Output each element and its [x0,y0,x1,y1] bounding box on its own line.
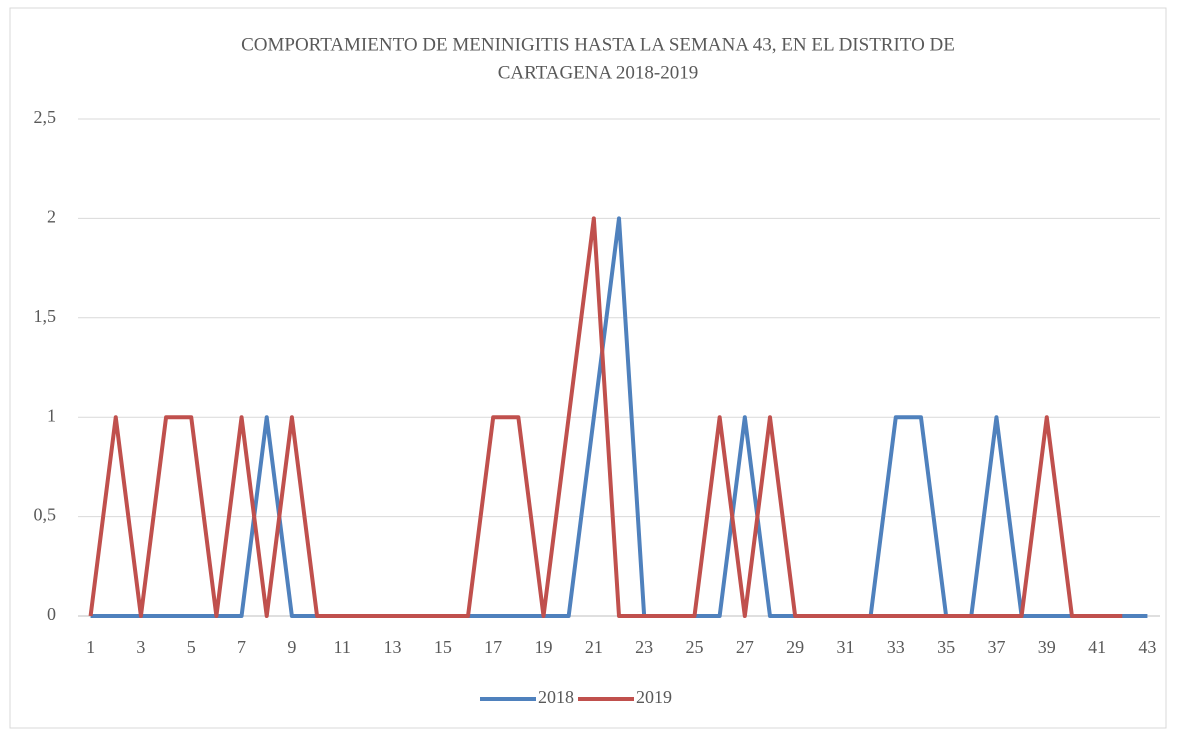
y-tick-label: 2 [47,207,56,227]
x-tick-label: 33 [887,637,905,657]
x-tick-label: 29 [786,637,804,657]
x-tick-label: 15 [434,637,452,657]
y-tick-label: 0,5 [34,505,57,525]
legend-label: 2019 [636,687,672,707]
y-tick-label: 0 [47,604,56,624]
y-tick-label: 1,5 [34,306,57,326]
x-tick-label: 23 [635,637,653,657]
x-tick-label: 3 [136,637,145,657]
chart-frame [9,7,1167,729]
x-tick-label: 27 [736,637,754,657]
x-tick-label: 35 [937,637,955,657]
x-tick-label: 41 [1088,637,1106,657]
legend-label: 2018 [538,687,574,707]
x-tick-label: 17 [484,637,502,657]
x-tick-label: 9 [287,637,296,657]
chart-title: COMPORTAMIENTO DE MENINIGITIS HASTA LA S… [241,34,955,55]
x-tick-label: 7 [237,637,246,657]
x-tick-label: 25 [685,637,703,657]
data-line [88,216,1123,618]
x-tick-label: 5 [187,637,196,657]
chart-title: CARTAGENA 2018-2019 [498,62,699,83]
x-tick-label: 31 [836,637,854,657]
x-tick-label: 43 [1138,637,1156,657]
y-tick-label: 1 [47,405,56,425]
x-tick-label: 21 [585,637,603,657]
y-tick-label: 2,5 [34,107,57,127]
x-tick-label: 19 [535,637,553,657]
x-tick-label: 1 [86,637,95,657]
x-tick-label: 13 [384,637,402,657]
x-tick-label: 39 [1038,637,1056,657]
x-tick-label: 37 [987,637,1005,657]
x-tick-label: 11 [334,637,351,657]
